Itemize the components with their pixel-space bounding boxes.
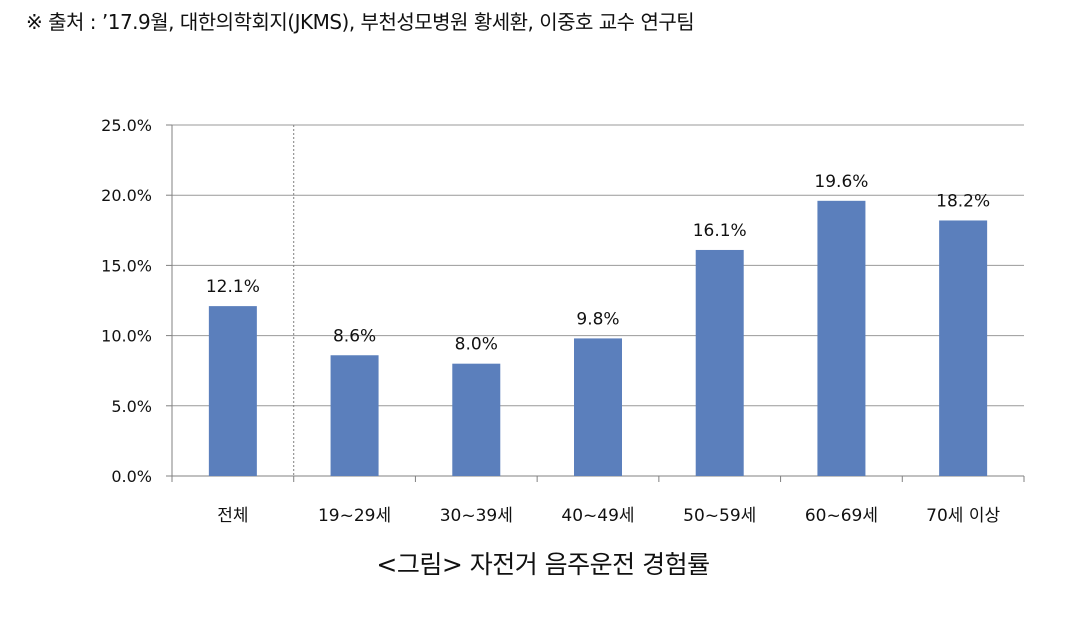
y-tick-label: 25.0% xyxy=(101,116,152,135)
bar xyxy=(574,338,622,476)
bar xyxy=(939,220,988,476)
data-label: 12.1% xyxy=(206,277,260,297)
source-note: ※ 출처 : ’17.9월, 대한의학회지(JKMS), 부천성모병원 황세환,… xyxy=(26,10,695,34)
y-tick-label: 5.0% xyxy=(111,397,152,416)
data-label: 9.8% xyxy=(576,309,619,329)
y-tick-label: 15.0% xyxy=(101,256,152,275)
x-tick-label: 30~39세 xyxy=(440,506,513,526)
x-tick-label: 70세 이상 xyxy=(926,506,1000,526)
data-label: 19.6% xyxy=(814,172,868,192)
x-tick-label: 50~59세 xyxy=(683,506,756,526)
x-tick-label: 60~69세 xyxy=(805,506,878,526)
bar xyxy=(452,363,501,476)
x-tick-label: 19~29세 xyxy=(318,506,391,526)
x-tick-label: 전체 xyxy=(217,506,248,526)
data-label: 8.0% xyxy=(455,335,498,355)
bar xyxy=(330,355,379,476)
data-label: 8.6% xyxy=(333,326,376,346)
y-tick-label: 0.0% xyxy=(111,467,152,486)
bar xyxy=(817,200,866,477)
bar xyxy=(208,306,257,476)
data-label: 16.1% xyxy=(693,221,747,241)
x-tick-label: 40~49세 xyxy=(561,506,634,526)
bar xyxy=(695,249,744,476)
y-tick-label: 10.0% xyxy=(101,327,152,346)
chart-caption: <그림> 자전거 음주운전 경험률 xyxy=(376,550,710,579)
data-label: 18.2% xyxy=(936,191,990,211)
y-tick-label: 20.0% xyxy=(101,186,152,205)
